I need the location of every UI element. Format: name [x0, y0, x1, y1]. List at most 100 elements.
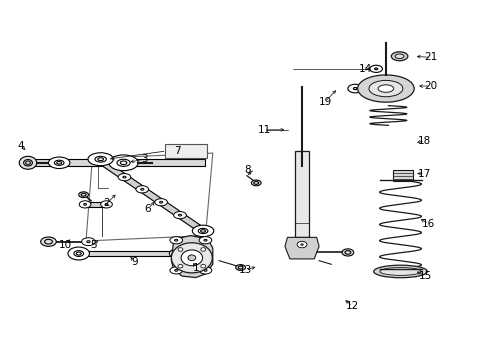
Circle shape: [178, 264, 183, 268]
Ellipse shape: [120, 161, 126, 165]
Text: 10: 10: [59, 239, 71, 249]
Text: 21: 21: [423, 52, 436, 62]
Ellipse shape: [174, 239, 178, 241]
Ellipse shape: [54, 160, 64, 165]
Ellipse shape: [122, 176, 126, 178]
Ellipse shape: [297, 241, 306, 248]
Ellipse shape: [200, 230, 205, 232]
Bar: [392, 170, 412, 181]
Circle shape: [178, 248, 183, 251]
Ellipse shape: [88, 153, 113, 166]
Text: 16: 16: [421, 219, 434, 229]
Ellipse shape: [19, 156, 37, 169]
Ellipse shape: [105, 203, 108, 205]
Text: 8: 8: [244, 165, 250, 175]
Ellipse shape: [368, 80, 402, 97]
Ellipse shape: [79, 192, 88, 198]
Ellipse shape: [23, 159, 32, 166]
Text: 1: 1: [192, 263, 199, 273]
Ellipse shape: [109, 155, 138, 171]
Circle shape: [181, 250, 202, 266]
Ellipse shape: [141, 188, 143, 190]
Ellipse shape: [178, 214, 181, 216]
Ellipse shape: [74, 251, 83, 256]
Polygon shape: [95, 157, 205, 233]
Circle shape: [201, 248, 205, 251]
Ellipse shape: [48, 157, 70, 168]
Ellipse shape: [199, 237, 211, 244]
Ellipse shape: [41, 237, 56, 246]
Ellipse shape: [203, 270, 206, 271]
Text: 17: 17: [417, 168, 430, 179]
Ellipse shape: [390, 52, 407, 61]
Ellipse shape: [118, 174, 130, 181]
Polygon shape: [32, 159, 205, 166]
Ellipse shape: [98, 158, 103, 161]
Ellipse shape: [199, 267, 211, 274]
Ellipse shape: [344, 251, 350, 254]
Ellipse shape: [25, 161, 30, 165]
Text: 11: 11: [257, 125, 270, 135]
Ellipse shape: [203, 239, 206, 241]
Ellipse shape: [68, 247, 89, 260]
Ellipse shape: [373, 265, 427, 278]
Text: 20: 20: [423, 81, 436, 91]
Circle shape: [201, 264, 205, 268]
Polygon shape: [285, 237, 319, 259]
Text: 15: 15: [418, 271, 431, 281]
Ellipse shape: [81, 193, 86, 196]
Ellipse shape: [169, 237, 182, 244]
Polygon shape: [85, 202, 106, 207]
FancyBboxPatch shape: [164, 144, 206, 158]
Ellipse shape: [57, 162, 61, 164]
Text: 2: 2: [103, 198, 110, 208]
Text: 19: 19: [318, 97, 331, 107]
Text: 12: 12: [346, 301, 359, 311]
Ellipse shape: [377, 85, 393, 92]
Ellipse shape: [136, 186, 148, 193]
Ellipse shape: [347, 84, 362, 93]
Ellipse shape: [95, 156, 106, 162]
Ellipse shape: [391, 81, 408, 91]
Polygon shape: [171, 235, 212, 278]
Ellipse shape: [81, 238, 95, 246]
Circle shape: [171, 243, 212, 273]
Ellipse shape: [251, 180, 261, 186]
Ellipse shape: [173, 212, 186, 219]
Ellipse shape: [174, 270, 178, 271]
Ellipse shape: [253, 181, 258, 184]
Ellipse shape: [238, 266, 243, 269]
Text: 4: 4: [18, 141, 24, 151]
Ellipse shape: [44, 239, 52, 244]
Circle shape: [187, 255, 195, 261]
Ellipse shape: [173, 251, 181, 256]
Ellipse shape: [198, 228, 207, 234]
Ellipse shape: [300, 244, 303, 246]
Ellipse shape: [353, 87, 356, 90]
Polygon shape: [73, 251, 181, 256]
Ellipse shape: [379, 267, 420, 275]
Ellipse shape: [369, 65, 382, 72]
Ellipse shape: [175, 252, 179, 255]
Ellipse shape: [169, 267, 182, 274]
Text: 14: 14: [358, 64, 371, 74]
Ellipse shape: [374, 68, 377, 70]
Ellipse shape: [117, 159, 130, 166]
Ellipse shape: [394, 54, 403, 59]
Text: 5: 5: [90, 239, 97, 249]
Ellipse shape: [86, 241, 90, 243]
Text: 7: 7: [173, 146, 180, 156]
Ellipse shape: [169, 249, 184, 258]
Ellipse shape: [341, 249, 353, 256]
Ellipse shape: [159, 201, 163, 203]
Ellipse shape: [398, 85, 402, 87]
Text: 13: 13: [238, 265, 252, 275]
Text: 3: 3: [141, 154, 147, 164]
Ellipse shape: [192, 225, 213, 237]
Ellipse shape: [357, 75, 413, 102]
Bar: [294, 151, 309, 237]
Ellipse shape: [79, 201, 91, 208]
Ellipse shape: [155, 199, 167, 206]
Text: 6: 6: [144, 204, 151, 214]
Text: 18: 18: [417, 136, 430, 145]
